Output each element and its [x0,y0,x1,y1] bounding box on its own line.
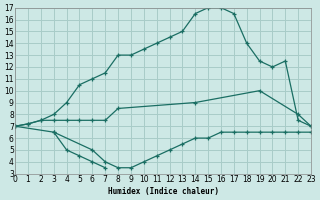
X-axis label: Humidex (Indice chaleur): Humidex (Indice chaleur) [108,187,219,196]
